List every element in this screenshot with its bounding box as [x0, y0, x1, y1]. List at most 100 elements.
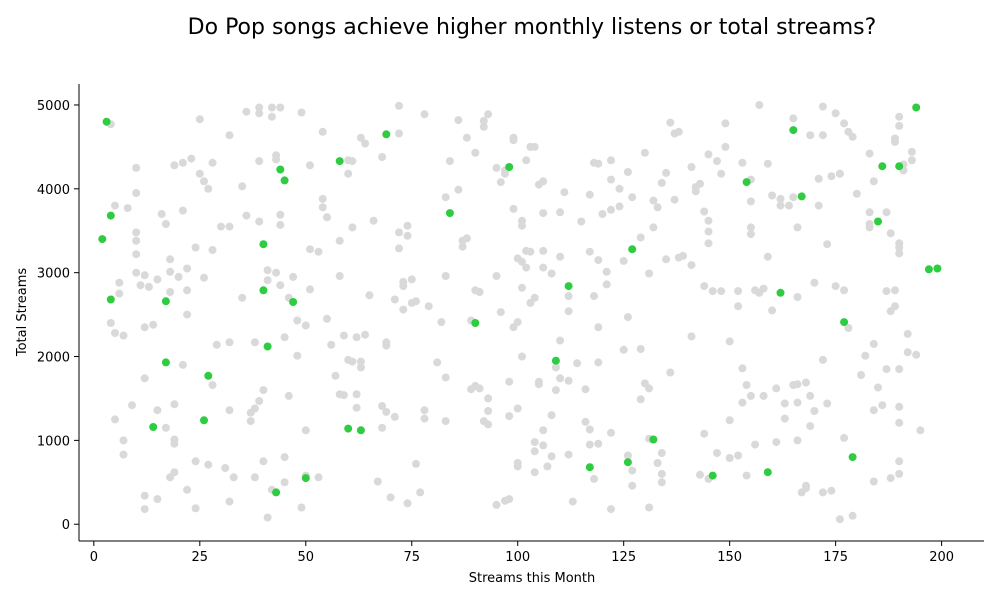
other-point — [399, 282, 408, 291]
other-point — [903, 329, 912, 338]
x-tick-label: 25 — [192, 550, 209, 565]
other-point — [484, 394, 493, 403]
other-point — [395, 129, 403, 138]
other-point — [412, 459, 420, 468]
other-point — [547, 269, 556, 278]
other-point — [445, 157, 454, 166]
other-point — [437, 318, 446, 327]
other-point — [704, 227, 713, 236]
pop-point — [878, 162, 887, 171]
other-point — [831, 109, 840, 118]
other-point — [284, 391, 293, 400]
other-point — [263, 276, 272, 285]
other-point — [276, 220, 285, 229]
other-point — [276, 281, 285, 290]
x-tick-label: 100 — [505, 550, 530, 565]
other-point — [276, 210, 285, 219]
other-point — [420, 414, 429, 423]
other-point — [153, 495, 162, 504]
x-tick-label: 0 — [90, 550, 98, 565]
other-point — [594, 358, 603, 367]
other-point — [607, 428, 615, 437]
other-point — [861, 351, 870, 360]
other-point — [242, 107, 251, 116]
other-point — [564, 376, 573, 385]
other-point — [585, 190, 594, 199]
other-point — [539, 441, 548, 450]
other-point — [636, 345, 645, 353]
other-point — [895, 239, 904, 248]
other-point — [818, 102, 827, 111]
other-point — [895, 469, 904, 478]
other-point — [183, 310, 192, 319]
pop-point — [161, 297, 170, 306]
other-point — [810, 278, 819, 287]
other-point — [645, 269, 654, 278]
other-point — [746, 223, 755, 232]
other-point — [403, 221, 412, 230]
pop-point — [628, 245, 637, 254]
other-point — [772, 438, 781, 447]
other-point — [272, 155, 281, 164]
y-tick-label: 3000 — [37, 267, 70, 282]
pop-point — [98, 235, 107, 244]
other-point — [115, 289, 124, 298]
other-point — [530, 293, 539, 302]
other-point — [318, 194, 327, 203]
y-tick-label: 5000 — [37, 99, 70, 114]
other-point — [484, 110, 493, 119]
other-point — [662, 168, 671, 177]
other-point — [157, 210, 166, 218]
pop-point — [356, 426, 365, 435]
other-point — [221, 464, 230, 472]
other-point — [344, 169, 353, 178]
other-point — [539, 177, 548, 186]
other-point — [246, 417, 255, 426]
other-point — [496, 178, 505, 187]
other-point — [564, 292, 573, 301]
other-point — [763, 252, 772, 261]
pop-point — [797, 192, 806, 201]
other-point — [657, 449, 666, 457]
other-point — [585, 425, 594, 434]
other-point — [776, 194, 785, 203]
other-point — [424, 302, 433, 311]
pop-point — [106, 295, 115, 304]
other-point — [806, 391, 815, 400]
other-point — [267, 112, 276, 121]
other-point — [327, 340, 336, 349]
other-point — [395, 101, 403, 110]
other-point — [844, 324, 853, 332]
pop-point — [301, 474, 310, 483]
other-point — [166, 288, 175, 296]
other-point — [539, 426, 548, 435]
other-point — [128, 401, 136, 410]
other-point — [916, 426, 925, 435]
other-point — [356, 133, 365, 142]
other-point — [238, 293, 247, 302]
other-point — [132, 236, 141, 245]
other-point — [556, 336, 565, 345]
other-point — [263, 513, 272, 522]
pop-point — [263, 342, 272, 351]
other-point — [623, 451, 632, 460]
other-point — [378, 402, 387, 410]
other-point — [793, 436, 802, 445]
other-point — [119, 331, 128, 340]
pop-point — [895, 162, 904, 171]
other-point — [674, 127, 683, 136]
other-point — [530, 142, 539, 151]
other-point — [713, 157, 721, 166]
other-point — [195, 169, 204, 178]
other-point — [810, 407, 819, 415]
pop-point — [161, 358, 170, 367]
other-point — [534, 380, 543, 389]
other-point — [441, 373, 450, 382]
other-point — [140, 491, 149, 500]
pop-point — [585, 463, 594, 472]
other-point — [382, 341, 391, 350]
other-point — [161, 423, 170, 432]
pop-point — [564, 282, 573, 291]
other-point — [802, 378, 810, 387]
pop-point — [102, 117, 111, 126]
